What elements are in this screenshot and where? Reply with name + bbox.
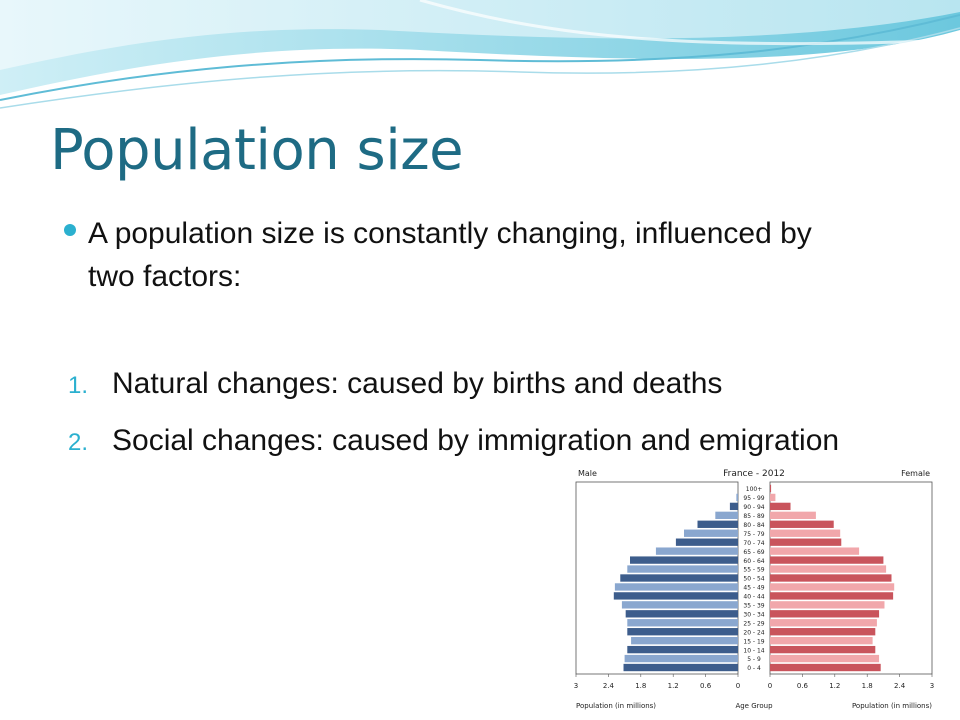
- age-group-label: 50 - 54: [743, 576, 764, 583]
- male-bar: [655, 547, 738, 555]
- female-bar: [770, 574, 892, 582]
- slide-title: Population size: [50, 118, 464, 183]
- x-tick-label-left: 1.8: [635, 682, 646, 690]
- list-number: 2.: [68, 429, 89, 456]
- male-bar: [621, 601, 738, 609]
- male-bar: [631, 636, 738, 645]
- bullet-text: A population size is constantly changing…: [88, 217, 812, 293]
- x-tick-label-right: 3: [930, 682, 934, 690]
- x-tick-label-right: 1.2: [829, 682, 840, 690]
- age-group-label: 95 - 99: [743, 495, 764, 502]
- age-group-label: 40 - 44: [743, 594, 764, 601]
- age-group-label: 15 - 19: [743, 638, 764, 645]
- header-wave-decoration: [0, 0, 960, 109]
- female-bar: [770, 565, 887, 573]
- x-axis-label-left: Population (in millions): [576, 702, 656, 710]
- female-bar: [770, 636, 873, 645]
- female-bar: [770, 610, 880, 618]
- male-bar: [684, 529, 738, 537]
- x-axis-label-right: Population (in millions): [852, 702, 932, 710]
- male-bar: [715, 511, 738, 520]
- female-bar: [770, 663, 881, 672]
- female-bar: [770, 592, 894, 600]
- male-bar: [627, 645, 738, 654]
- x-tick-label-right: 2.4: [894, 682, 906, 690]
- x-tick-label-left: 1.2: [668, 682, 679, 690]
- female-bar: [770, 583, 895, 591]
- male-bar: [630, 556, 738, 564]
- female-bar: [770, 547, 860, 555]
- male-bar: [625, 610, 738, 618]
- male-bar: [627, 565, 738, 573]
- age-group-label: 100+: [746, 486, 762, 493]
- age-group-label: 45 - 49: [743, 585, 764, 592]
- male-bar: [729, 502, 738, 511]
- bullet-dot-icon: [64, 224, 76, 236]
- x-tick-label-left: 0: [736, 682, 740, 690]
- x-tick-label-right: 0: [768, 682, 772, 690]
- male-bar: [675, 538, 738, 546]
- female-bar: [770, 511, 816, 520]
- x-tick-label-right: 0.6: [797, 682, 809, 690]
- age-group-label: 70 - 74: [743, 540, 764, 547]
- female-bar: [770, 628, 876, 636]
- age-group-label: 90 - 94: [743, 504, 764, 511]
- population-pyramid-chart: Male France - 2012 Female 100+ 95 - 99 90 …: [568, 464, 960, 720]
- list-number: 1.: [68, 372, 89, 399]
- list-item-text: Natural changes: caused by births and de…: [112, 367, 723, 400]
- population-pyramid-svg: Male France - 2012 Female 100+ 95 - 99 90 …: [574, 469, 934, 710]
- x-tick-label-left: 0.6: [700, 682, 712, 690]
- x-tick-label-right: 1.8: [862, 682, 873, 690]
- female-bar: [770, 601, 885, 609]
- age-group-label: 20 - 24: [743, 629, 764, 636]
- list-item-text: Social changes: caused by immigration an…: [112, 424, 840, 457]
- age-group-label: 60 - 64: [743, 558, 764, 565]
- x-tick-label-left: 3: [574, 682, 578, 690]
- age-group-label: 25 - 29: [743, 620, 764, 627]
- male-bar: [627, 628, 738, 636]
- male-bar: [620, 574, 738, 582]
- female-bar: [770, 538, 842, 546]
- female-bar: [770, 484, 772, 493]
- age-group-label: 10 - 14: [743, 647, 764, 654]
- male-bar: [623, 663, 738, 672]
- female-bar: [770, 502, 791, 511]
- x-tick-label-left: 2.4: [603, 682, 615, 690]
- age-group-label: 30 - 34: [743, 611, 764, 618]
- age-group-label: 80 - 84: [743, 522, 764, 529]
- female-bar: [770, 520, 834, 528]
- chart-left-label: Male: [578, 469, 597, 478]
- age-group-label: 35 - 39: [743, 603, 764, 610]
- male-bar: [614, 583, 738, 591]
- female-bar: [770, 619, 877, 627]
- age-group-label: 0 - 4: [747, 665, 761, 672]
- age-group-label: 65 - 69: [743, 549, 764, 556]
- female-bar: [770, 529, 841, 537]
- age-group-label: 55 - 59: [743, 567, 764, 574]
- male-bar: [736, 493, 738, 502]
- male-bar: [624, 654, 738, 663]
- x-axis-label-center: Age Group: [735, 702, 773, 710]
- female-bar: [770, 556, 884, 564]
- male-bar: [697, 520, 738, 528]
- female-bar: [770, 654, 880, 663]
- chart-title: France - 2012: [723, 469, 785, 479]
- age-group-label: 85 - 89: [743, 513, 764, 520]
- male-bar: [613, 592, 738, 600]
- female-bar: [770, 493, 776, 502]
- chart-right-label: Female: [901, 469, 930, 478]
- male-bar: [627, 619, 738, 627]
- age-group-label: 5 - 9: [747, 656, 761, 663]
- female-bar: [770, 645, 876, 654]
- age-group-label: 75 - 79: [743, 531, 764, 538]
